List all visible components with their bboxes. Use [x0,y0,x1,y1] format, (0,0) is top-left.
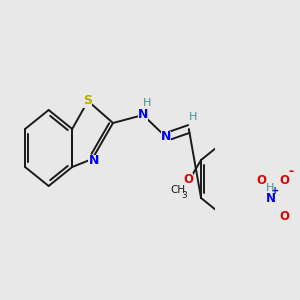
Text: H: H [189,112,197,122]
Text: CH: CH [171,185,186,195]
Text: 3: 3 [182,191,188,200]
Text: N: N [138,109,148,122]
Text: +: + [271,186,279,196]
Text: -: - [289,166,294,178]
Text: N: N [88,154,99,167]
Text: O: O [183,173,193,187]
Text: O: O [256,173,266,187]
Text: H: H [143,98,152,108]
Text: O: O [279,173,289,187]
Text: S: S [83,94,92,107]
Text: N: N [161,130,171,143]
Text: N: N [266,191,276,205]
Text: H: H [266,183,274,193]
Text: O: O [279,209,289,223]
